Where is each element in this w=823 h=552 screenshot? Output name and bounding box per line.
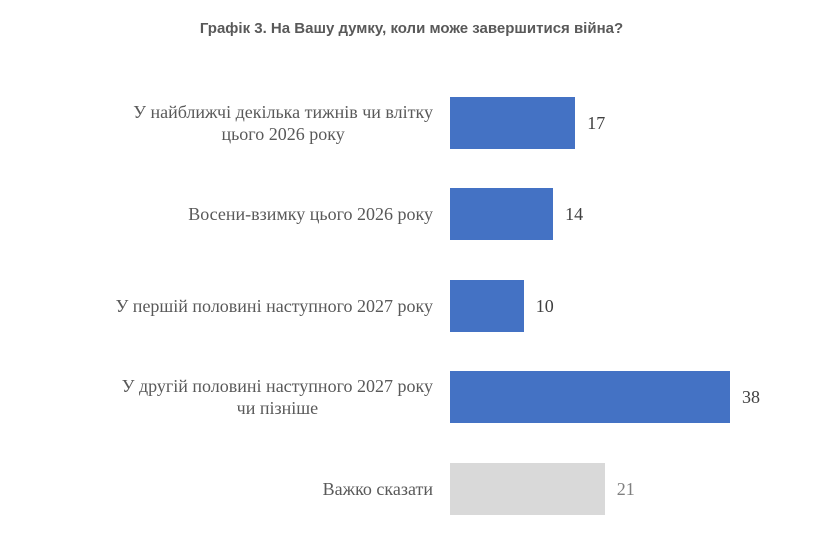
label-line: Восени-взимку цього 2026 року [188,204,433,224]
chart-title: Графік 3. На Вашу думку, коли може завер… [199,20,624,37]
label-line: цього 2026 року [221,124,345,144]
value-label: 21 [616,478,635,499]
bar-row: У першій половині наступного 2027 року 1… [0,280,823,332]
value-label: 38 [742,386,761,407]
bar-row: У другій половині наступного 2027 року чи… [0,371,823,423]
category-label: У другій половині наступного 2027 року чи… [33,371,433,423]
bar [450,371,731,423]
category-label: У першій половині наступного 2027 року [33,280,433,332]
value-label: 14 [565,203,584,224]
bar [450,97,576,149]
bar-row: У найближчі декілька тижнів чи влітку цьо… [0,97,823,149]
label-line: чи пізніше [236,398,319,418]
bar [450,188,554,240]
label-line: У першій половині наступного 2027 року [115,296,433,316]
label-line: У другій половині наступного 2027 року [121,376,433,396]
label-line: Важко сказати [322,479,433,499]
bar [450,280,524,332]
category-label: Восени-взимку цього 2026 року [33,188,433,240]
label-line: У найближчі декілька тижнів чи влітку [133,102,433,122]
bar [450,463,605,515]
value-label: 17 [587,112,606,133]
bar-row: Важко сказати 21 [0,463,823,515]
value-label: 10 [535,295,554,316]
category-label: Важко сказати [33,463,433,515]
category-label: У найближчі декілька тижнів чи влітку цьо… [33,97,433,149]
bar-row: Восени-взимку цього 2026 року 14 [0,188,823,240]
